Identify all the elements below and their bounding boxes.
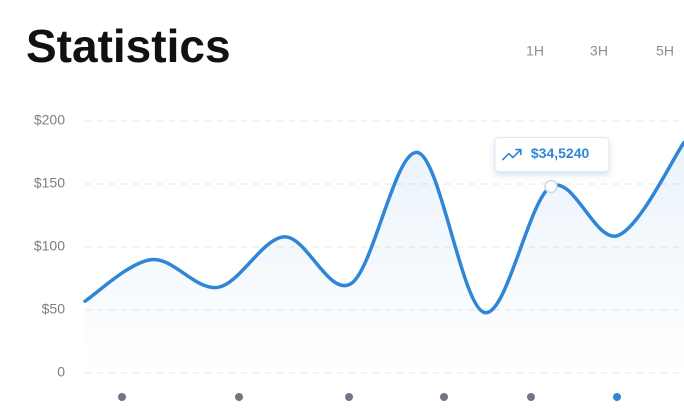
y-tick-label: $200 [34, 112, 65, 128]
dot-active[interactable] [613, 393, 621, 401]
title: Statistics [26, 20, 231, 72]
dot[interactable] [345, 393, 353, 401]
range-button[interactable]: 3H [590, 43, 608, 59]
tooltip-box [494, 137, 610, 173]
x-dots [118, 393, 621, 401]
range-button[interactable]: 1H [526, 43, 544, 59]
dot[interactable] [527, 393, 535, 401]
trend-icon [502, 148, 522, 161]
y-tick-label: 0 [57, 364, 65, 380]
dot[interactable] [440, 393, 448, 401]
y-tick-label: $50 [42, 301, 66, 317]
dot[interactable] [235, 393, 243, 401]
tooltip: $34,5240 [494, 137, 610, 173]
line [83, 140, 684, 315]
y-tick-label: $150 [34, 175, 65, 191]
tooltip-label: $34,5240 [531, 145, 590, 161]
area [85, 142, 684, 373]
range-button[interactable]: 5H [656, 43, 674, 59]
point-marker [544, 179, 558, 194]
dot[interactable] [118, 393, 126, 401]
y-tick-label: $100 [34, 238, 65, 254]
